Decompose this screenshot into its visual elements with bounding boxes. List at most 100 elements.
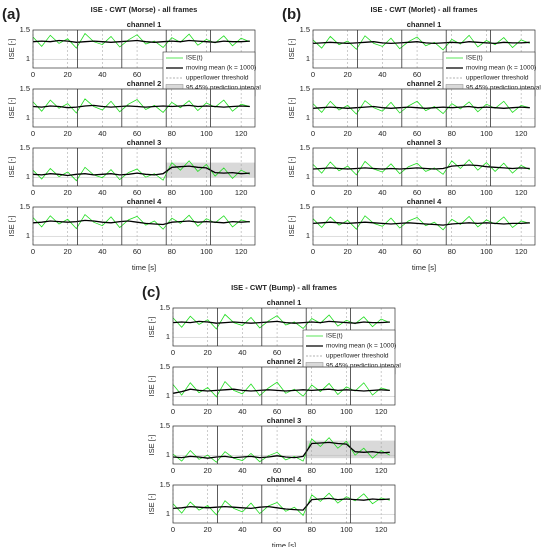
x-axis-label: time [s] [132,263,156,272]
y-tick-label: 1 [26,54,30,63]
legend-label: ISE(t) [326,333,343,340]
x-tick-label: 60 [273,525,281,534]
x-tick-label: 40 [238,466,246,475]
panel-label: (c) [142,284,160,301]
x-tick-label: 0 [311,188,315,197]
axes-box [32,147,256,187]
moving-mean-line [312,164,530,170]
x-tick-label: 20 [344,188,352,197]
x-tick-label: 0 [311,70,315,79]
channel-title: channel 1 [267,298,302,307]
x-tick-label: 80 [168,129,176,138]
x-tick-label: 120 [515,129,528,138]
x-tick-label: 40 [98,70,106,79]
x-tick-label: 40 [238,525,246,534]
y-tick-label: 1.5 [300,25,310,34]
x-tick-label: 0 [31,188,35,197]
x-tick-label: 80 [308,525,316,534]
x-tick-label: 20 [64,129,72,138]
x-axis-label: time [s] [272,541,296,547]
x-tick-label: 80 [308,466,316,475]
x-tick-label: 80 [168,247,176,256]
x-tick-label: 120 [375,407,388,416]
y-tick-label: 1 [26,231,30,240]
x-tick-label: 0 [31,129,35,138]
y-axis-label: ISE [-] [147,317,156,338]
x-tick-label: 100 [200,188,213,197]
x-tick-label: 120 [515,247,528,256]
moving-mean-line [172,497,390,511]
moving-mean-line [312,41,530,45]
axes-box [312,147,536,187]
panel-title: ISE - CWT (Bump) - all frames [231,283,337,292]
x-tick-label: 0 [171,525,175,534]
x-tick-label: 60 [133,247,141,256]
moving-mean-line [312,221,530,226]
moving-mean-line [32,165,250,177]
channel-title: channel 3 [127,138,162,147]
x-tick-label: 60 [413,70,421,79]
channel-title: channel 2 [267,357,302,366]
x-tick-label: 100 [480,188,493,197]
plot-area [173,367,395,405]
x-tick-label: 40 [98,247,106,256]
x-tick-label: 40 [98,188,106,197]
channel-title: channel 2 [407,79,442,88]
x-tick-label: 80 [168,188,176,197]
x-tick-label: 40 [378,247,386,256]
legend-label: moving mean (k = 1000) [186,65,256,72]
y-tick-label: 1.5 [300,84,310,93]
x-tick-label: 100 [480,247,493,256]
x-tick-label: 20 [64,247,72,256]
x-tick-label: 60 [413,129,421,138]
x-tick-label: 120 [375,525,388,534]
moving-mean-line [32,219,250,226]
y-tick-label: 1 [306,54,310,63]
y-axis-label: ISE [-] [7,216,16,237]
legend-label: ISE(t) [186,55,203,62]
plot-area [313,207,535,245]
x-tick-label: 0 [171,348,175,357]
x-tick-label: 20 [344,129,352,138]
x-tick-label: 0 [31,247,35,256]
x-tick-label: 80 [308,407,316,416]
x-tick-label: 20 [204,348,212,357]
axes-box [172,307,396,347]
y-tick-label: 1.5 [20,84,30,93]
channel-title: channel 3 [407,138,442,147]
moving-mean-line [32,104,250,109]
y-tick-label: 1 [306,172,310,181]
channel-title: channel 4 [127,197,162,206]
y-axis-label: ISE [-] [147,494,156,515]
y-tick-label: 1 [166,391,170,400]
x-tick-label: 80 [448,129,456,138]
channel-title: channel 4 [267,475,302,484]
x-tick-label: 100 [200,247,213,256]
x-tick-label: 40 [378,129,386,138]
y-tick-label: 1.5 [300,202,310,211]
x-tick-label: 100 [480,129,493,138]
x-tick-label: 80 [448,247,456,256]
legend-label: upper/lower threshold [466,75,529,82]
x-tick-label: 20 [344,247,352,256]
legend-label: moving mean (k = 1000) [326,343,396,350]
channel-title: channel 3 [267,416,302,425]
axes-box [32,29,256,69]
y-tick-label: 1 [166,332,170,341]
legend-label: upper/lower threshold [186,75,249,82]
legend-label: 95.45% prediction interval [326,363,401,370]
x-tick-label: 100 [340,466,353,475]
plot-area [33,207,255,245]
y-axis-label: ISE [-] [147,376,156,397]
legend-label: 95.45% prediction interval [466,85,541,92]
y-tick-label: 1.5 [20,202,30,211]
x-tick-label: 60 [273,407,281,416]
panel-label: (a) [2,6,20,23]
y-tick-label: 1.5 [20,25,30,34]
legend-label: moving mean (k = 1000) [466,65,536,72]
y-axis-label: ISE [-] [7,39,16,60]
x-tick-label: 60 [413,247,421,256]
y-tick-label: 1.5 [300,143,310,152]
y-tick-label: 1 [26,113,30,122]
y-tick-label: 1.5 [160,303,170,312]
